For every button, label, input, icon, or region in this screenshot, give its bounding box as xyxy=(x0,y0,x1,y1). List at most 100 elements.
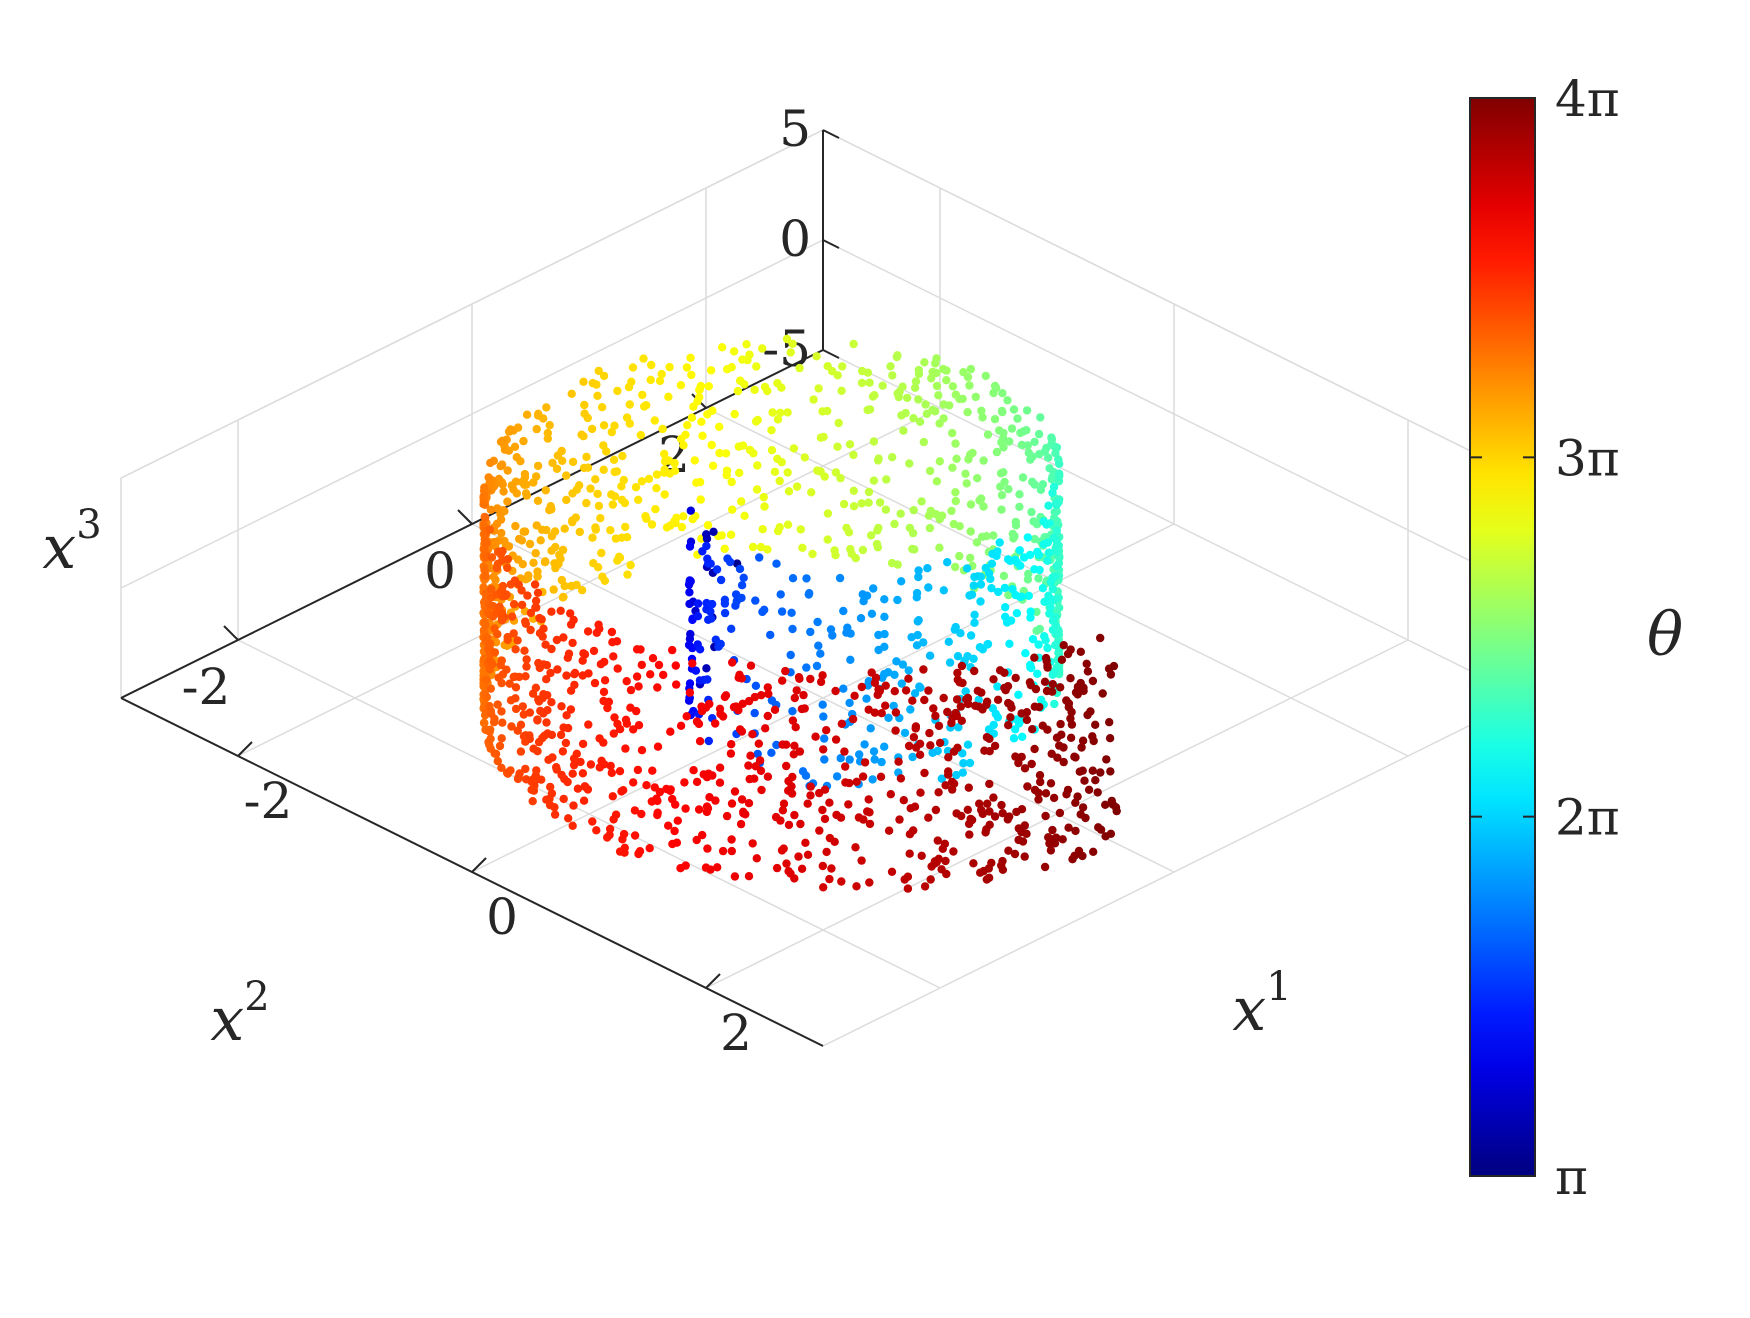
scatter-point xyxy=(1062,696,1071,705)
scatter-point xyxy=(870,755,879,764)
x1-tick-label: 2 xyxy=(720,1004,752,1062)
x1-tick-label: 0 xyxy=(486,888,518,946)
scatter-point xyxy=(866,531,876,540)
scatter-point xyxy=(653,683,662,692)
scatter-point xyxy=(578,739,588,749)
scatter-point xyxy=(647,520,657,529)
scatter-point xyxy=(813,466,822,475)
scatter-point xyxy=(975,799,984,808)
scatter-point xyxy=(982,532,991,541)
scatter-point xyxy=(788,716,798,725)
scatter-point xyxy=(485,525,495,534)
scatter-point xyxy=(626,560,635,570)
scatter-point xyxy=(657,369,666,379)
scatter-point xyxy=(597,756,606,765)
scatter-point xyxy=(593,391,602,400)
scatter-point xyxy=(999,571,1009,581)
scatter-point xyxy=(605,824,615,834)
scatter-point xyxy=(788,624,797,634)
scatter-point xyxy=(739,807,748,816)
scatter-point xyxy=(702,664,711,673)
scatter-point xyxy=(1049,793,1059,803)
scatter-point xyxy=(634,682,643,691)
scatter-point xyxy=(516,720,526,729)
scatter-point xyxy=(579,377,588,386)
scatter-point xyxy=(823,406,832,416)
scatter-point xyxy=(836,474,845,483)
scatter-point xyxy=(825,833,835,843)
scatter-point xyxy=(703,521,713,530)
scatter-point xyxy=(799,690,808,700)
scatter-point xyxy=(977,805,986,815)
scatter-point xyxy=(642,781,651,790)
scatter-point xyxy=(929,704,938,713)
scatter-point xyxy=(610,467,619,477)
scatter-point xyxy=(909,506,918,515)
scatter-point xyxy=(522,662,531,671)
scatter-point xyxy=(552,635,562,645)
scatter-point xyxy=(990,381,1000,391)
scatter-point xyxy=(862,694,871,703)
scatter-point xyxy=(558,747,568,756)
scatter-point xyxy=(687,413,697,422)
scatter-point xyxy=(493,504,502,513)
scatter-point xyxy=(796,819,805,829)
scatter-point xyxy=(744,761,753,770)
scatter-point xyxy=(1009,405,1019,414)
scatter-point xyxy=(626,703,635,712)
scatter-point xyxy=(579,463,589,473)
scatter-point xyxy=(919,665,928,674)
scatter-point xyxy=(541,486,550,495)
scatter-point xyxy=(833,442,842,451)
scatter-point xyxy=(939,693,948,703)
scatter-point xyxy=(786,348,795,357)
scatter-point xyxy=(586,760,596,769)
scatter-point xyxy=(1059,757,1068,767)
scatter-point xyxy=(825,874,834,884)
scatter-point xyxy=(800,704,809,713)
scatter-point xyxy=(935,738,945,748)
scatter-point xyxy=(857,378,867,388)
scatter-point xyxy=(578,656,587,665)
scatter-point xyxy=(958,394,967,404)
scatter-point xyxy=(1030,480,1039,489)
scatter-point xyxy=(1052,526,1062,535)
colorbar-label: θ xyxy=(1647,600,1683,670)
scatter-point xyxy=(1039,540,1048,549)
scatter-point xyxy=(596,514,605,523)
scatter-point xyxy=(903,884,913,893)
scatter-point xyxy=(679,441,688,450)
scatter-point xyxy=(910,689,920,698)
scatter-point xyxy=(869,476,879,485)
scatter-point xyxy=(925,651,935,660)
scatter-point xyxy=(860,758,870,767)
scatter-point xyxy=(1036,413,1045,422)
scatter-point xyxy=(952,809,961,818)
x1-tick-label: -2 xyxy=(244,772,293,830)
left-wall-grid-line xyxy=(120,239,824,589)
scatter-point xyxy=(849,450,858,460)
scatter-point xyxy=(685,688,695,697)
scatter-point xyxy=(997,800,1006,810)
scatter-point xyxy=(681,804,690,813)
scatter-point xyxy=(746,751,755,760)
scatter-points xyxy=(479,334,1121,893)
scatter-point xyxy=(547,644,556,654)
scatter-point xyxy=(524,571,533,580)
scatter-point xyxy=(827,864,836,873)
scatter-point xyxy=(712,565,722,574)
scatter-point xyxy=(744,872,754,881)
scatter-point xyxy=(865,378,874,387)
scatter-point xyxy=(625,400,634,409)
scatter-point xyxy=(868,775,877,784)
scatter-point xyxy=(913,630,922,640)
scatter-point xyxy=(1086,707,1095,716)
scatter-point xyxy=(720,544,729,553)
scatter-point xyxy=(606,761,615,771)
scatter-point xyxy=(569,801,578,810)
scatter-point xyxy=(987,559,997,568)
scatter-point xyxy=(728,658,737,667)
scatter-point xyxy=(910,545,919,554)
scatter-point xyxy=(935,543,944,552)
scatter-point xyxy=(633,765,643,775)
